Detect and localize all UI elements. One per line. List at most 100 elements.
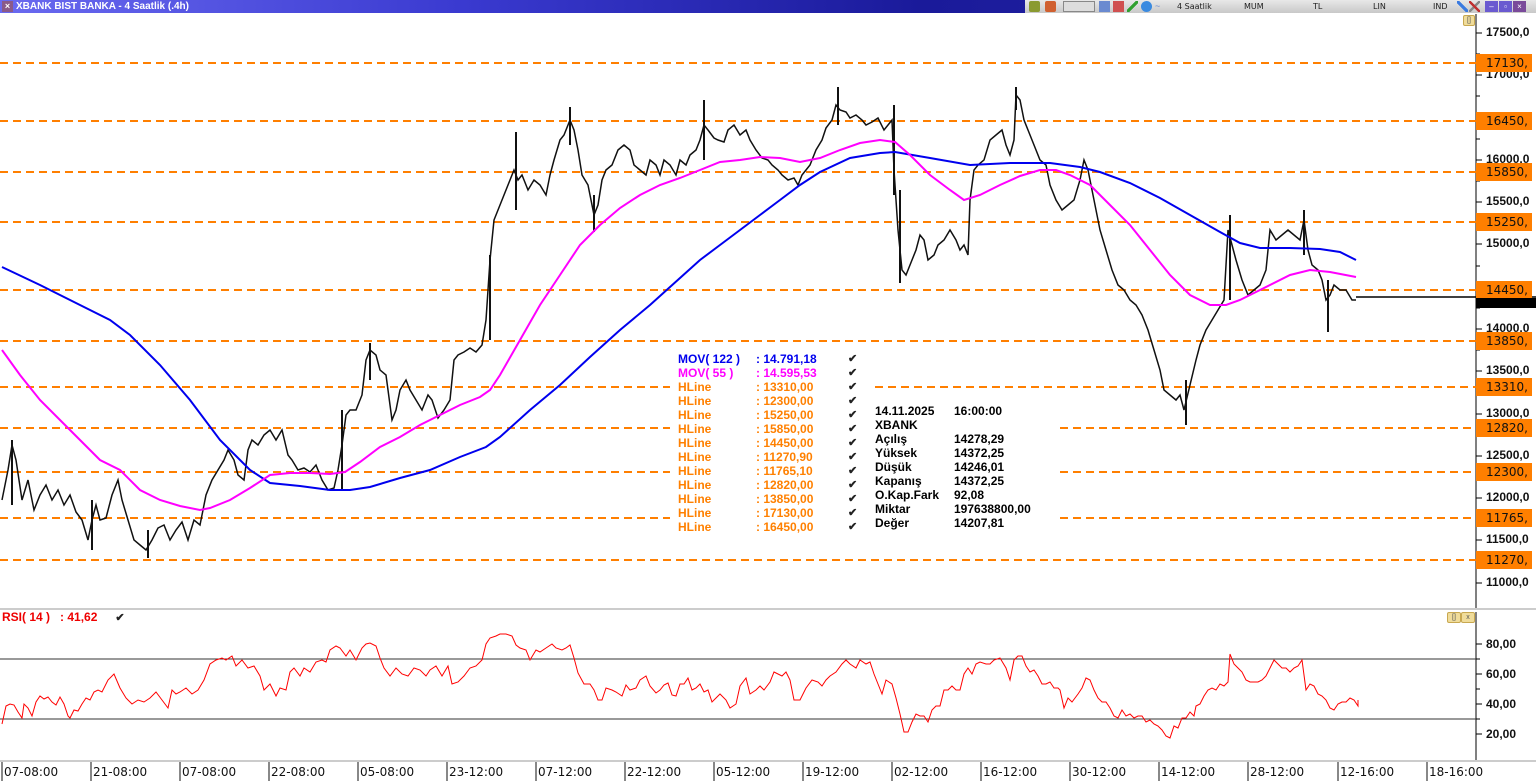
x-axis-ticks: [1, 762, 1428, 781]
x-label: 22-08:00: [271, 765, 326, 779]
hline-tag-16450[interactable]: 16450,: [1476, 112, 1532, 130]
info-symbol: XBANK: [875, 418, 918, 432]
close-button[interactable]: ×: [1513, 1, 1526, 12]
person-icon[interactable]: [1045, 1, 1056, 12]
check-icon[interactable]: ✔: [848, 451, 858, 463]
x-label: 07-08:00: [182, 765, 237, 779]
move-icon[interactable]: [1141, 1, 1152, 12]
x-label: 23-12:00: [449, 765, 504, 779]
hline-tag-14450[interactable]: 14450,: [1476, 281, 1532, 299]
check-icon[interactable]: ✔: [848, 381, 858, 393]
x-label: 16-12:00: [983, 765, 1038, 779]
rsi-legend[interactable]: RSI( 14 ) : 41,62 ✔: [2, 610, 125, 624]
info-key: Miktar: [875, 502, 911, 516]
check-icon[interactable]: ✔: [115, 612, 125, 624]
chart-type-selector[interactable]: MUM: [1244, 2, 1264, 11]
info-key: Yüksek: [875, 446, 918, 460]
check-icon[interactable]: ✔: [848, 367, 858, 379]
hline-tag-12300[interactable]: 12300,: [1476, 463, 1532, 481]
y-label: 12000,0: [1486, 490, 1530, 504]
currency-selector[interactable]: TL: [1313, 2, 1323, 11]
y-label: 15500,0: [1486, 194, 1530, 208]
y-label: 16000,0: [1486, 152, 1530, 166]
x-label: 07-12:00: [538, 765, 593, 779]
y-label: 13000,0: [1486, 406, 1530, 420]
y-label: 15000,0: [1486, 236, 1530, 250]
bee-icon[interactable]: [1029, 1, 1040, 12]
hline-tag-17130[interactable]: 17130,: [1476, 54, 1532, 72]
mov-122-line: [1, 150, 1357, 491]
chart-toolbar: ~ 4 Saatlik MUM TL LIN IND – ▫ ×: [1025, 0, 1536, 13]
check-icon[interactable]: ✔: [848, 479, 858, 491]
current-price-tag: [1476, 298, 1536, 308]
check-icon[interactable]: ✔: [848, 493, 858, 505]
period-selector[interactable]: 4 Saatlik: [1177, 2, 1212, 11]
forward-icon[interactable]: [1063, 1, 1095, 12]
info-value: 14246,01: [954, 460, 1005, 474]
info-key: Düşük: [875, 460, 912, 474]
x-label: 05-12:00: [716, 765, 771, 779]
hline-tag-12820[interactable]: 12820,: [1476, 419, 1532, 437]
indicator-selector[interactable]: IND: [1433, 2, 1448, 11]
check-icon[interactable]: ✔: [848, 437, 858, 449]
tools-icon[interactable]: [1469, 1, 1480, 12]
check-icon[interactable]: ✔: [848, 423, 858, 435]
restore-button[interactable]: ▫: [1499, 1, 1512, 12]
hline-tag-13850[interactable]: 13850,: [1476, 332, 1532, 350]
pencil-icon[interactable]: [1127, 1, 1138, 12]
x-label: 21-08:00: [93, 765, 148, 779]
rsi-y-label: 80,00: [1486, 637, 1517, 651]
x-label: 07-08:00: [4, 765, 59, 779]
info-value: 197638800,00: [954, 502, 1031, 516]
arrow-icon[interactable]: [1457, 1, 1468, 12]
rsi-line: [1, 633, 1359, 739]
rsi-value: : 41,62: [60, 610, 98, 624]
close-icon[interactable]: ×: [2, 1, 13, 12]
info-value: 14372,25: [954, 474, 1005, 488]
wave-icon[interactable]: ~: [1155, 1, 1161, 11]
info-value: 14372,25: [954, 446, 1005, 460]
info-key: Kapanış: [875, 474, 922, 488]
x-label: 18-16:00: [1429, 765, 1484, 779]
x-label: 05-08:00: [360, 765, 415, 779]
y-label: 14000,0: [1486, 321, 1530, 335]
x-label: 02-12:00: [894, 765, 949, 779]
rsi-panel-close-button[interactable]: x: [1461, 612, 1475, 623]
y-label: 11000,0: [1486, 575, 1529, 589]
scale-selector[interactable]: LIN: [1373, 2, 1386, 11]
info-time: 16:00:00: [954, 404, 1003, 418]
hline-tag-13310[interactable]: 13310,: [1476, 378, 1532, 396]
info-date: 14.11.2025: [875, 404, 935, 418]
hline-tag-15850[interactable]: 15850,: [1476, 163, 1532, 181]
hline-tag-11765[interactable]: 11765,: [1476, 509, 1532, 527]
x-label: 28-12:00: [1250, 765, 1305, 779]
hlines[interactable]: [0, 62, 1476, 561]
x-label: 30-12:00: [1072, 765, 1127, 779]
y-label: 11500,0: [1486, 532, 1529, 546]
window-title: XBANK BIST BANKA - 4 Saatlik (.4h): [16, 1, 189, 12]
check-icon[interactable]: ✔: [848, 465, 858, 477]
y-label: 13500,0: [1486, 363, 1530, 377]
check-icon[interactable]: ✔: [848, 507, 858, 519]
hline-tag-11270[interactable]: 11270,: [1476, 551, 1532, 569]
rsi-y-label: 20,00: [1486, 727, 1517, 741]
rsi-panel-maximize-button[interactable]: []: [1447, 612, 1461, 623]
main-panel-maximize-button[interactable]: []: [1463, 15, 1475, 26]
hline-tag-15250[interactable]: 15250,: [1476, 213, 1532, 231]
rsi-name: RSI( 14 ): [2, 610, 51, 624]
y-label: 12500,0: [1486, 448, 1530, 462]
x-label: 12-16:00: [1340, 765, 1395, 779]
rsi-y-label: 40,00: [1486, 697, 1517, 711]
chart-icon[interactable]: [1113, 1, 1124, 12]
info-value: 92,08: [954, 488, 985, 502]
check-icon[interactable]: ✔: [848, 409, 858, 421]
check-icon[interactable]: ✔: [848, 353, 858, 365]
check-icon[interactable]: ✔: [848, 521, 858, 533]
x-label: 19-12:00: [805, 765, 860, 779]
info-key: Değer: [875, 516, 910, 530]
calendar-icon[interactable]: [1099, 1, 1110, 12]
info-value: 14278,29: [954, 432, 1005, 446]
x-label: 14-12:00: [1161, 765, 1216, 779]
check-icon[interactable]: ✔: [848, 395, 858, 407]
minimize-button[interactable]: –: [1485, 1, 1498, 12]
